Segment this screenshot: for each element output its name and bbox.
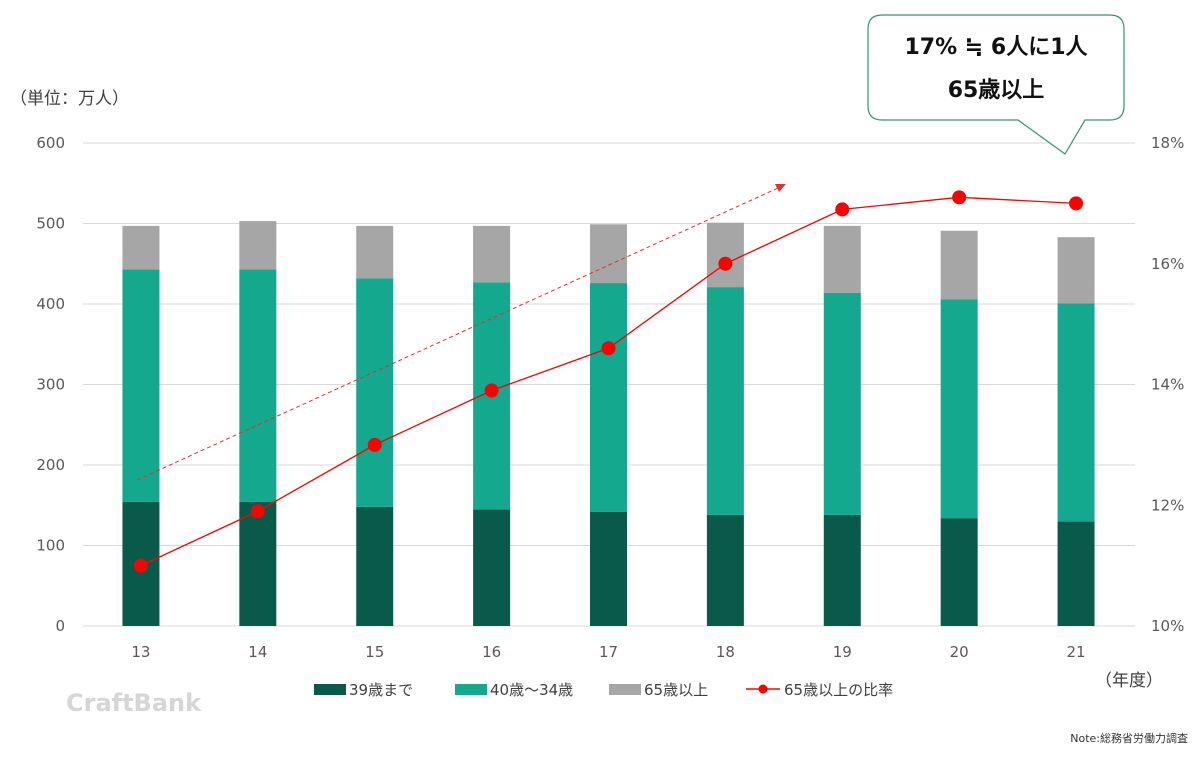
bar-1-18 <box>706 287 744 515</box>
trend-arrow-head <box>775 184 786 192</box>
craftbank-logo: CraftBank <box>66 689 202 717</box>
x-tick-label: 21 <box>1067 643 1086 661</box>
y2-tick-label: 16% <box>1151 255 1184 273</box>
legend-swatch-2 <box>609 684 641 695</box>
ratio-point-17 <box>601 341 616 356</box>
bar-1-20 <box>940 299 978 519</box>
bar-2-17 <box>590 224 627 284</box>
bar-2-20 <box>940 230 978 300</box>
bar-2-21 <box>1057 237 1095 304</box>
bar-2-18 <box>706 222 744 288</box>
bar-1-14 <box>239 269 277 503</box>
y-tick-label: 300 <box>36 376 65 394</box>
ratio-point-21 <box>1069 196 1084 211</box>
y-tick-label: 100 <box>36 537 65 555</box>
bar-1-17 <box>590 283 627 512</box>
source-note: Note:総務省労働力調査 <box>1070 731 1188 745</box>
x-tick-label: 14 <box>248 643 267 661</box>
x-tick-label: 19 <box>833 643 852 661</box>
x-tick-label: 13 <box>131 643 150 661</box>
callout-line2: 65歳以上 <box>948 78 1045 103</box>
ratio-point-19 <box>835 202 850 217</box>
ratio-point-15 <box>367 437 382 452</box>
bar-2-19 <box>823 225 861 293</box>
ratio-point-16 <box>484 383 499 398</box>
y2-tick-label: 12% <box>1151 496 1184 514</box>
callout-line1: 17% ≒ 6人に1人 <box>904 35 1087 60</box>
legend-marker <box>758 684 768 694</box>
bar-1-21 <box>1057 303 1095 522</box>
bar-2-14 <box>239 221 277 270</box>
legend-label-0: 39歳まで <box>349 681 413 699</box>
ratio-point-18 <box>718 256 733 271</box>
bar-0-18 <box>706 514 744 626</box>
x-tick-label: 15 <box>365 643 384 661</box>
ratio-point-13 <box>133 558 148 573</box>
legend-swatch-1 <box>455 684 487 695</box>
y-tick-label: 500 <box>36 215 65 233</box>
bar-2-16 <box>473 225 511 283</box>
y-tick-label: 600 <box>36 134 65 152</box>
x-tick-label: 17 <box>599 643 618 661</box>
ratio-point-20 <box>952 190 967 205</box>
bar-1-15 <box>356 278 394 507</box>
x-tick-label: 20 <box>950 643 969 661</box>
ratio-point-14 <box>250 504 265 519</box>
x-tick-label: 16 <box>482 643 501 661</box>
y2-tick-label: 14% <box>1151 376 1184 394</box>
bar-0-19 <box>823 514 861 626</box>
y-tick-label: 400 <box>36 295 65 313</box>
legend-label-3: 65歳以上の比率 <box>784 681 893 699</box>
bar-0-17 <box>590 511 627 626</box>
y2-tick-label: 10% <box>1151 617 1184 635</box>
y-tick-label: 0 <box>55 617 65 635</box>
y2-tick-label: 18% <box>1151 134 1184 152</box>
legend-swatch-0 <box>314 684 346 695</box>
x-tick-label: 18 <box>716 643 735 661</box>
bar-2-13 <box>122 225 160 270</box>
bar-1-13 <box>122 269 160 503</box>
bar-0-20 <box>940 518 978 626</box>
unit-label: （単位：万人） <box>10 89 129 109</box>
callout-bubble: 17% ≒ 6人に1人 65歳以上 <box>867 14 1125 155</box>
bar-1-19 <box>823 292 861 515</box>
bar-2-15 <box>356 225 394 279</box>
legend: 39歳まで 40歳～34歳 65歳以上 65歳以上の比率 <box>314 681 893 699</box>
legend-label-1: 40歳～34歳 <box>490 681 573 699</box>
legend-label-2: 65歳以上 <box>644 681 708 699</box>
y-tick-label: 200 <box>36 456 65 474</box>
bar-0-15 <box>356 506 394 626</box>
bar-0-21 <box>1057 521 1095 626</box>
x-axis-label: （年度） <box>1095 671 1163 691</box>
bar-0-16 <box>473 509 511 626</box>
trend-arrow-line <box>136 187 779 481</box>
bar-0-14 <box>239 502 277 626</box>
